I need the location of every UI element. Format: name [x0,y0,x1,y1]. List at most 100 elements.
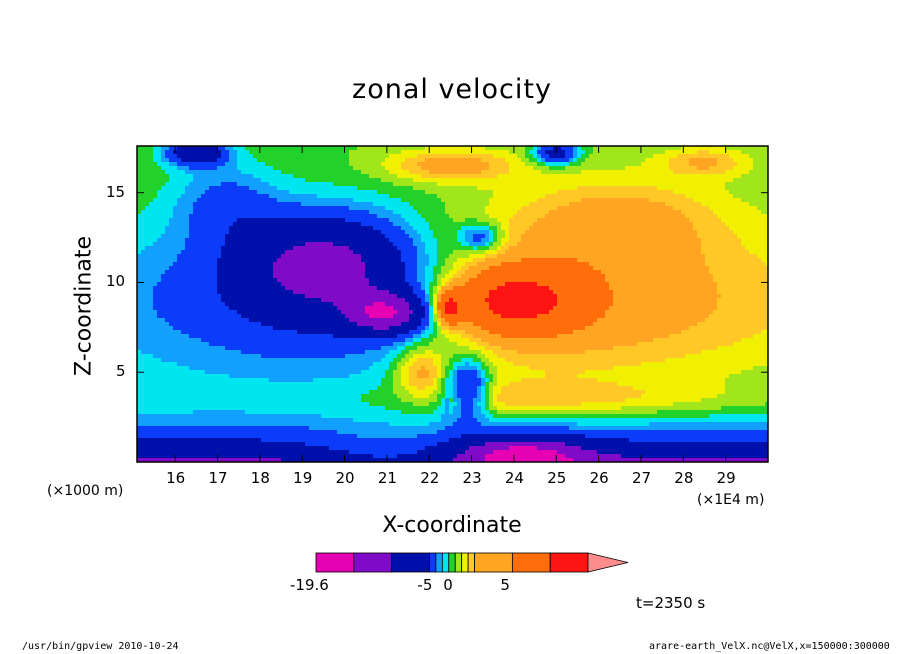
contour-cell [265,354,270,359]
contour-cell [181,358,186,363]
contour-cell [377,382,382,387]
contour-cell [273,274,278,279]
contour-cell [193,294,198,299]
contour-cell [165,438,170,443]
contour-cell [209,166,214,171]
contour-cell [257,390,262,395]
contour-cell [285,398,290,403]
contour-cell [317,186,322,191]
contour-cell [137,418,142,423]
contour-cell [385,214,390,219]
contour-cell [189,382,194,387]
contour-cell [281,414,286,419]
contour-cell [193,346,198,351]
contour-cell [337,342,342,347]
contour-cell [185,302,190,307]
contour-cell [269,426,274,431]
contour-cell [269,342,274,347]
contour-cell [313,146,318,151]
contour-cell [185,290,190,295]
contour-cell [153,398,158,403]
contour-cell [177,206,182,211]
contour-cell [209,214,214,219]
contour-cell [237,154,242,159]
contour-cell [341,358,346,363]
contour-cell [321,266,326,271]
contour-cell [245,262,250,267]
contour-cell [193,438,198,443]
contour-cell [253,270,258,275]
contour-cell [321,378,326,383]
contour-cell [157,302,162,307]
contour-cell [297,302,302,307]
contour-cell [321,382,326,387]
contour-cell [325,366,330,371]
contour-cell [297,294,302,299]
contour-cell [189,246,194,251]
contour-cell [153,242,158,247]
contour-cell [189,322,194,327]
contour-cell [137,174,142,179]
contour-cell [181,450,186,455]
contour-cell [349,230,354,235]
contour-cell [169,450,174,455]
contour-cell [313,418,318,423]
contour-cell [385,354,390,359]
contour-cell [357,202,362,207]
contour-cell [285,370,290,375]
contour-cell [201,426,206,431]
contour-cell [317,162,322,167]
contour-cell [201,194,206,199]
contour-cell [285,358,290,363]
contour-cell [365,442,370,447]
contour-cell [157,330,162,335]
contour-cell [145,170,150,175]
contour-cell [261,434,266,439]
contour-cell [213,450,218,455]
contour-cell [277,306,282,311]
contour-cell [209,198,214,203]
contour-cell [137,234,142,239]
contour-cell [193,234,198,239]
contour-cell [169,298,174,303]
y-tick-label: 5 [116,362,126,381]
contour-cell [205,374,210,379]
contour-cell [177,246,182,251]
contour-cell [165,270,170,275]
contour-cell [321,330,326,335]
contour-cell [149,222,154,227]
contour-cell [173,394,178,399]
contour-cell [305,438,310,443]
contour-cell [161,242,166,247]
contour-cell [225,418,230,423]
contour-cell [281,338,286,343]
contour-cell [233,258,238,263]
contour-cell [205,378,210,383]
contour-cell [353,286,358,291]
contour-cell [301,394,306,399]
contour-cell [285,230,290,235]
contour-cell [297,298,302,303]
contour-cell [313,238,318,243]
contour-cell [193,338,198,343]
contour-cell [285,170,290,175]
contour-cell [137,430,142,435]
contour-cell [169,354,174,359]
contour-cell [297,390,302,395]
contour-cell [157,186,162,191]
contour-cell [145,282,150,287]
contour-cell [181,254,186,259]
contour-cell [285,298,290,303]
contour-cell [177,238,182,243]
contour-cell [169,214,174,219]
contour-cell [301,146,306,151]
contour-cell [169,394,174,399]
contour-cell [185,314,190,319]
contour-cell [217,422,222,427]
contour-cell [265,166,270,171]
contour-cell [333,414,338,419]
contour-cell [305,442,310,447]
contour-cell [157,334,162,339]
contour-cell [257,222,262,227]
contour-cell [381,274,386,279]
